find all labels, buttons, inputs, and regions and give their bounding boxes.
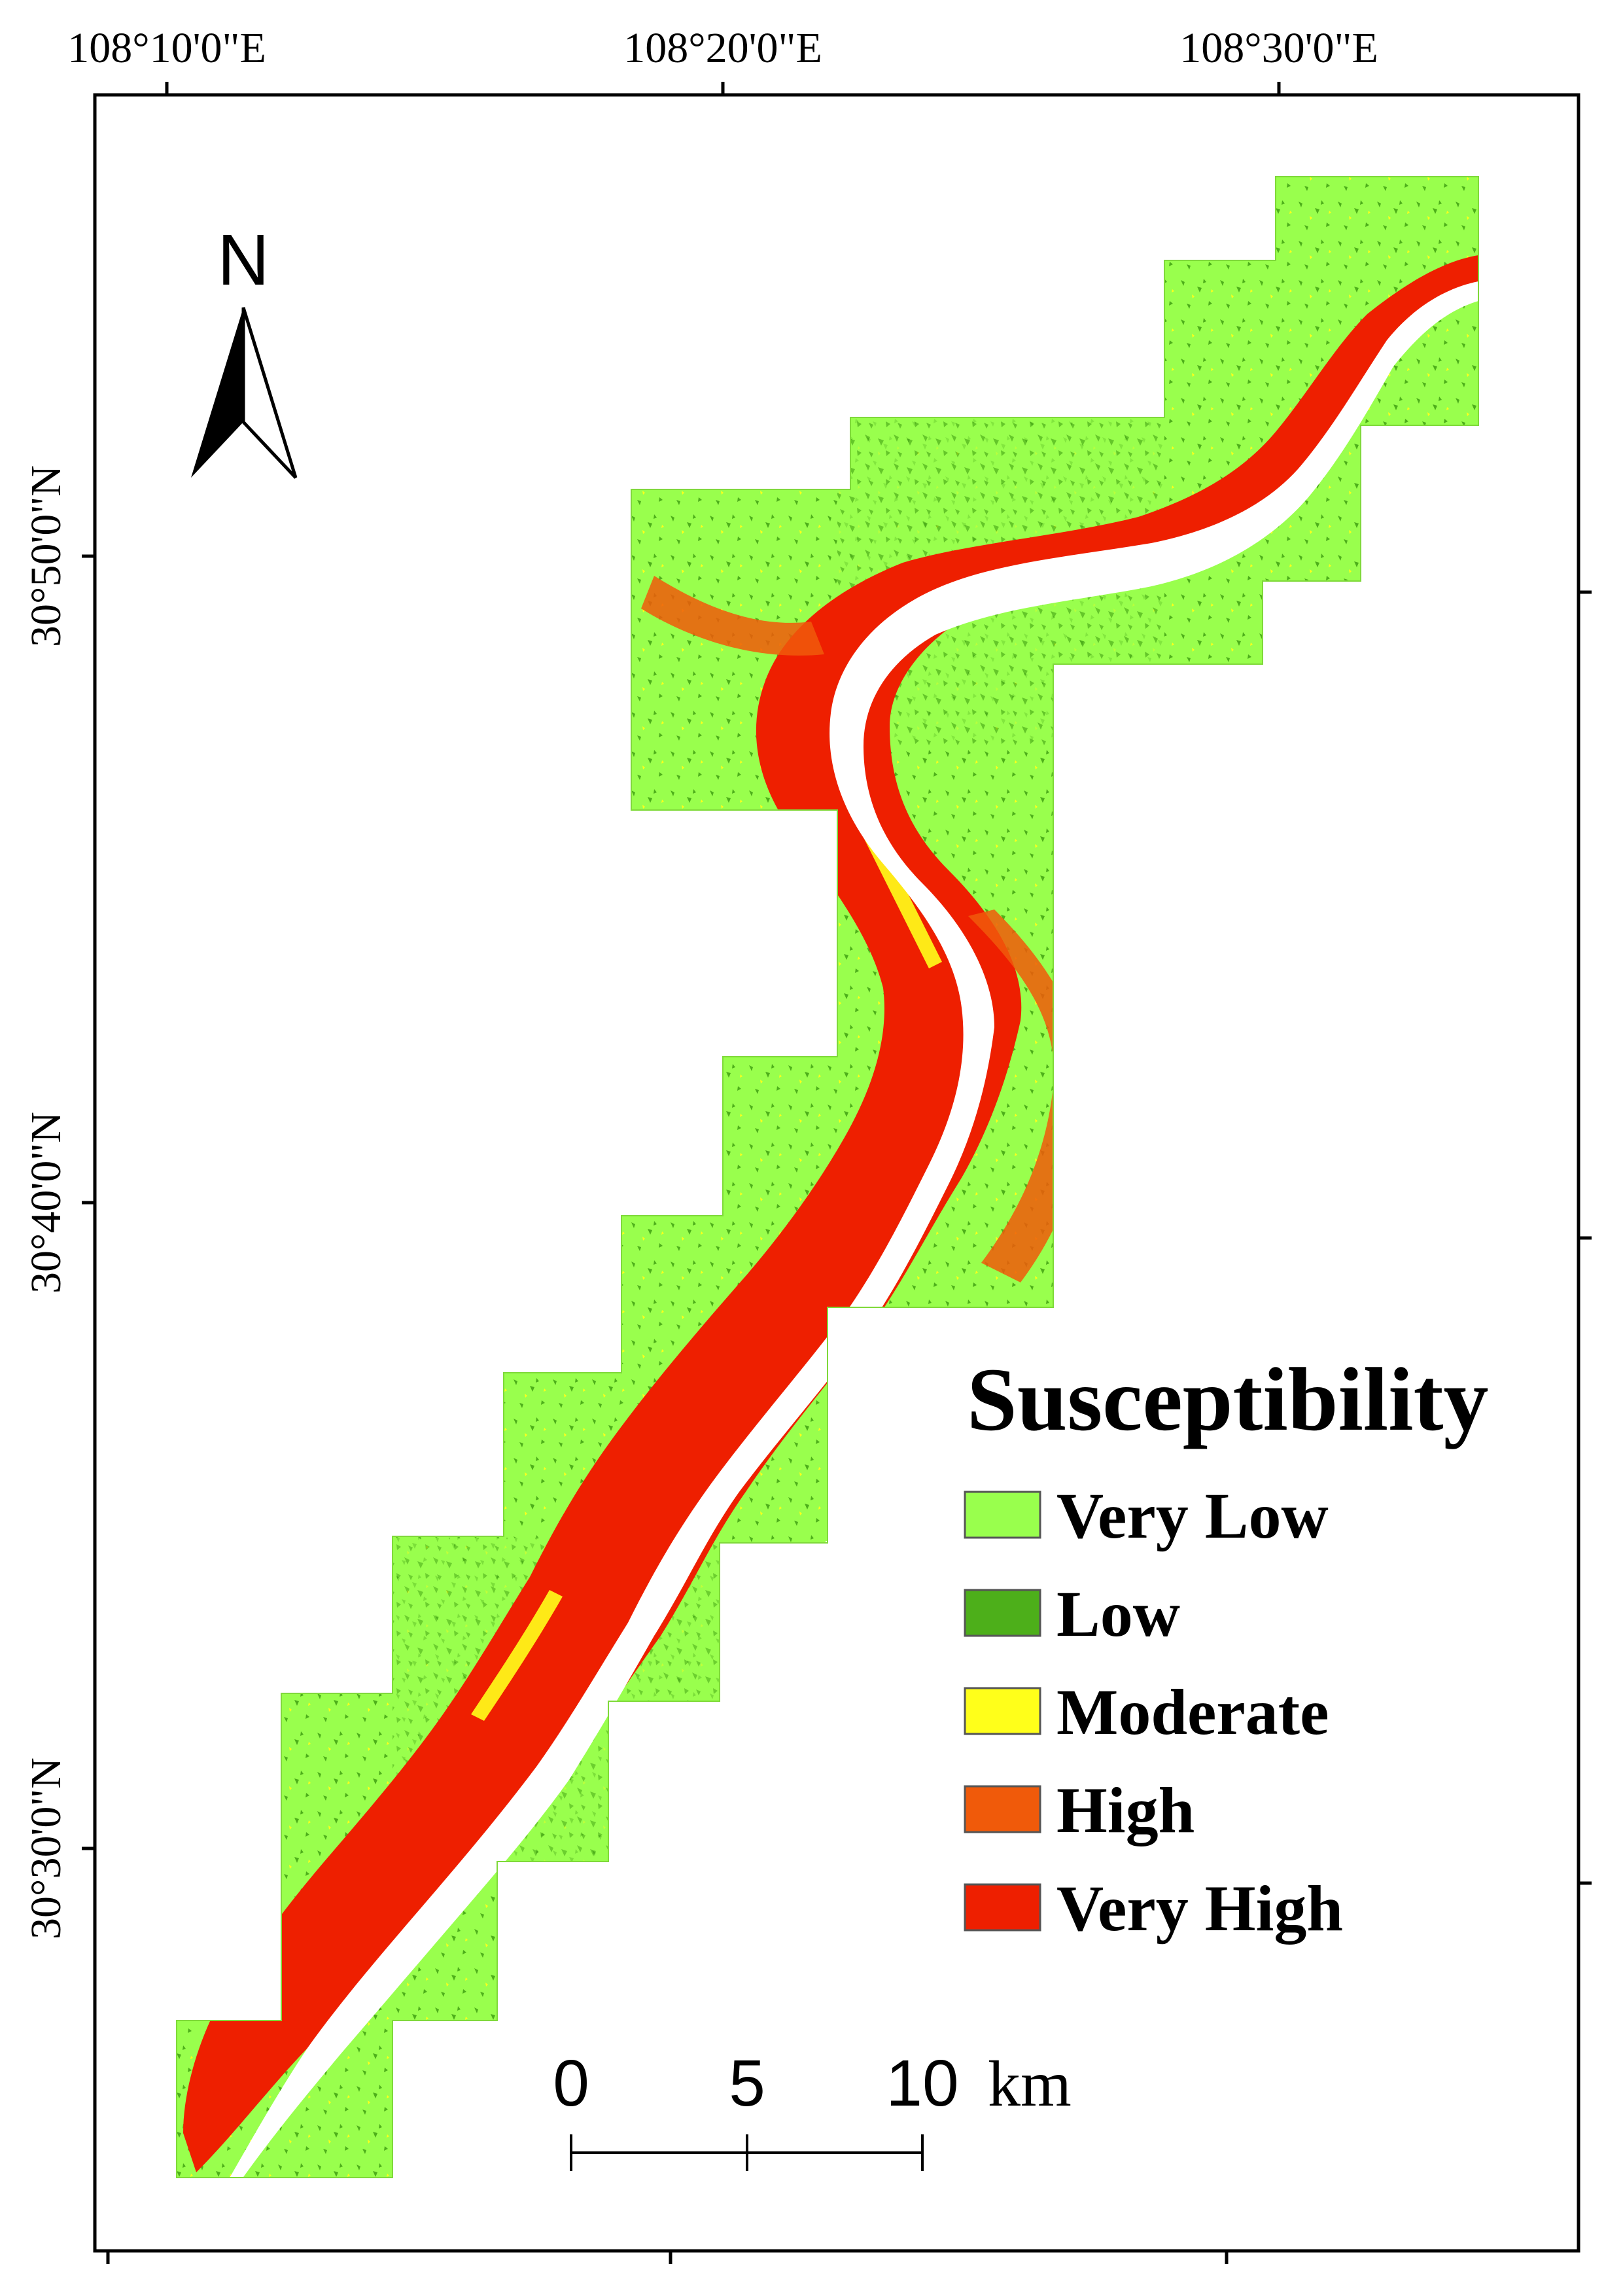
high-zone [641,576,1086,1282]
legend-label-high: High [1056,1774,1195,1846]
legend-label-very-high: Very High [1056,1872,1343,1945]
very-high-zone [183,255,1478,2172]
north-arrow: N [191,220,298,479]
legend-label-very-low: Very Low [1056,1479,1329,1552]
legend-label-low: Low [1056,1578,1180,1650]
legend-swatch-low [964,1589,1041,1637]
latitude-label-2: 30°40'0"N [22,1112,70,1294]
scale-tick-10: 10 [886,2047,958,2120]
longitude-label-1: 108°10'0"E [67,24,266,72]
north-label: N [217,220,269,300]
scale-tick-0: 0 [553,2047,589,2120]
scale-bar: 0 5 10 km [553,2047,1072,2171]
legend-label-moderate: Moderate [1056,1676,1329,1748]
legend-swatch-high [964,1785,1041,1833]
latitude-label-3: 30°30'0"N [22,1757,70,1939]
longitude-label-2: 108°20'0"E [623,24,822,72]
legend-swatch-moderate [964,1687,1041,1735]
north-arrow-right-half [241,307,298,479]
longitude-label-3: 108°30'0"E [1179,24,1378,72]
study-area-outline [176,176,1479,2178]
north-arrow-left-half [191,308,243,478]
scale-tick-5: 5 [729,2047,765,2120]
legend-swatch-very-low [964,1491,1041,1539]
legend: Susceptibility Very Low Low Moderate Hig… [964,1349,1488,1945]
latitude-label-1: 30°50'0"N [22,465,70,647]
legend-title: Susceptibility [967,1349,1488,1449]
river [229,281,1478,2178]
frame-ticks [82,82,1592,2264]
legend-swatch-very-high [964,1883,1041,1932]
scale-unit: km [988,2047,1072,2120]
